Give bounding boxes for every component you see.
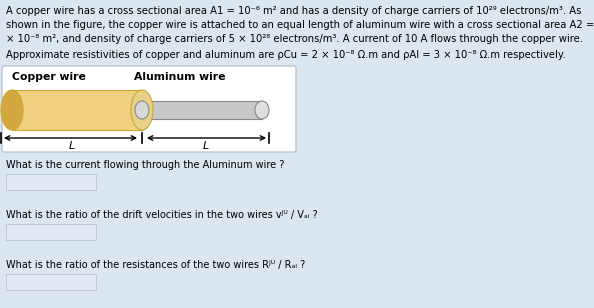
Text: What is the ratio of the drift velocities in the two wires vᴶᵁ / Vₐₗ ?: What is the ratio of the drift velocitie… bbox=[6, 210, 318, 220]
Bar bbox=[142, 101, 262, 119]
Text: shown in the figure, the copper wire is attached to an equal length of aluminum : shown in the figure, the copper wire is … bbox=[6, 20, 594, 30]
FancyBboxPatch shape bbox=[2, 66, 296, 152]
FancyBboxPatch shape bbox=[6, 274, 96, 290]
Text: Approximate resistivities of copper and aluminum are ρCu = 2 × 10⁻⁸ Ω.m and ρAl : Approximate resistivities of copper and … bbox=[6, 50, 565, 60]
Text: L: L bbox=[203, 141, 208, 151]
Text: × 10⁻⁸ m², and density of charge carriers of 5 × 10²⁸ electrons/m³. A current of: × 10⁻⁸ m², and density of charge carrier… bbox=[6, 34, 583, 44]
Text: L: L bbox=[68, 141, 75, 151]
Bar bbox=[12, 90, 142, 130]
Ellipse shape bbox=[255, 101, 269, 119]
Text: Aluminum wire: Aluminum wire bbox=[134, 72, 226, 82]
FancyBboxPatch shape bbox=[6, 174, 96, 190]
Text: A copper wire has a cross sectional area A1 = 10⁻⁶ m² and has a density of charg: A copper wire has a cross sectional area… bbox=[6, 6, 582, 16]
Ellipse shape bbox=[135, 101, 149, 119]
Text: What is the ratio of the resistances of the two wires Rᴶᵁ / Rₐₗ ?: What is the ratio of the resistances of … bbox=[6, 260, 305, 270]
Ellipse shape bbox=[131, 90, 153, 130]
Text: What is the current flowing through the Aluminum wire ?: What is the current flowing through the … bbox=[6, 160, 285, 170]
Text: Copper wire: Copper wire bbox=[12, 72, 86, 82]
FancyBboxPatch shape bbox=[6, 224, 96, 240]
Ellipse shape bbox=[1, 90, 23, 130]
